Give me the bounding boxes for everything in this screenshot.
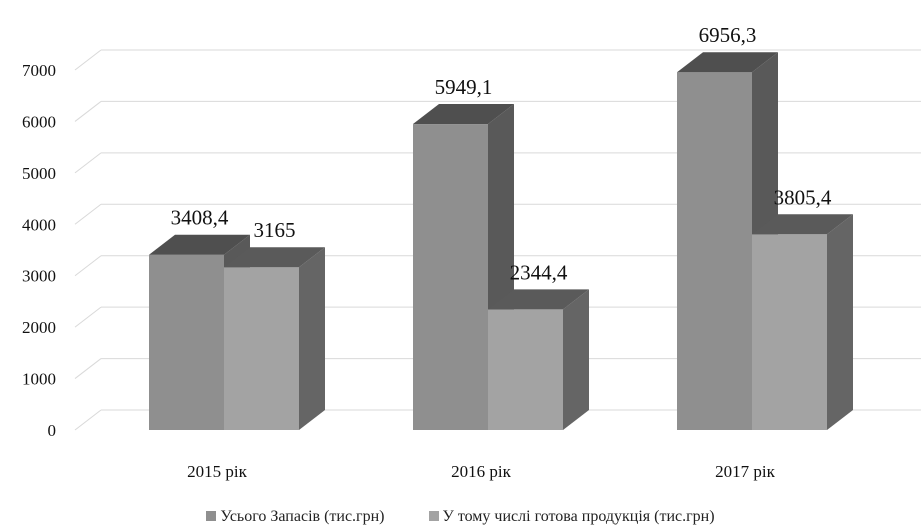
data-label: 5949,1 xyxy=(435,75,493,99)
x-category-label: 2015 рік xyxy=(187,462,247,481)
legend-label-total: Усього Запасів (тис.грн) xyxy=(220,508,385,525)
gridline-diagonal xyxy=(74,203,102,225)
x-category-label: 2016 рік xyxy=(451,462,511,481)
bar xyxy=(224,267,299,430)
y-tick-label: 7000 xyxy=(22,61,56,80)
bar xyxy=(488,309,563,430)
y-tick-label: 1000 xyxy=(22,370,56,389)
y-tick-label: 6000 xyxy=(22,112,56,131)
data-label: 6956,3 xyxy=(699,23,757,47)
data-label: 3805,4 xyxy=(774,185,832,209)
data-label: 3408,4 xyxy=(171,206,229,230)
gridline-diagonal xyxy=(74,255,102,277)
legend-item-total: Усього Запасів (тис.грн) xyxy=(206,508,385,526)
legend-swatch-total xyxy=(206,511,217,521)
bar-top xyxy=(488,289,589,310)
legend: Усього Запасів (тис.грн) У тому числі го… xyxy=(0,508,921,526)
y-tick-label: 3000 xyxy=(22,267,56,286)
data-label: 2344,4 xyxy=(510,260,568,284)
bar-top xyxy=(149,234,250,255)
legend-label-finished: У тому числі готова продукція (тис.грн) xyxy=(442,508,715,525)
bar xyxy=(149,254,224,430)
bar-top xyxy=(413,104,514,125)
gridline-diagonal xyxy=(74,152,102,174)
gridline-diagonal xyxy=(74,101,102,122)
bar-top xyxy=(752,214,853,235)
bar-top xyxy=(224,247,325,268)
bar xyxy=(413,124,488,430)
bar-side xyxy=(299,247,325,430)
x-category-label: 2017 рік xyxy=(715,462,775,481)
y-tick-label: 5000 xyxy=(22,164,56,183)
bar-top xyxy=(677,52,778,73)
legend-swatch-finished xyxy=(428,511,439,521)
y-tick-label: 4000 xyxy=(22,215,56,234)
data-label: 3165 xyxy=(254,218,296,242)
bar-side xyxy=(563,289,589,430)
y-tick-label: 0 xyxy=(48,421,57,440)
bar xyxy=(752,234,827,430)
y-tick-label: 2000 xyxy=(22,318,56,337)
bar xyxy=(677,72,752,430)
gridline-diagonal xyxy=(74,306,102,328)
gridline-diagonal xyxy=(74,358,102,379)
legend-item-finished: У тому числі готова продукція (тис.грн) xyxy=(428,508,715,526)
bar-side xyxy=(827,214,853,430)
gridline-diagonal xyxy=(74,49,102,71)
gridline-diagonal xyxy=(74,409,102,431)
